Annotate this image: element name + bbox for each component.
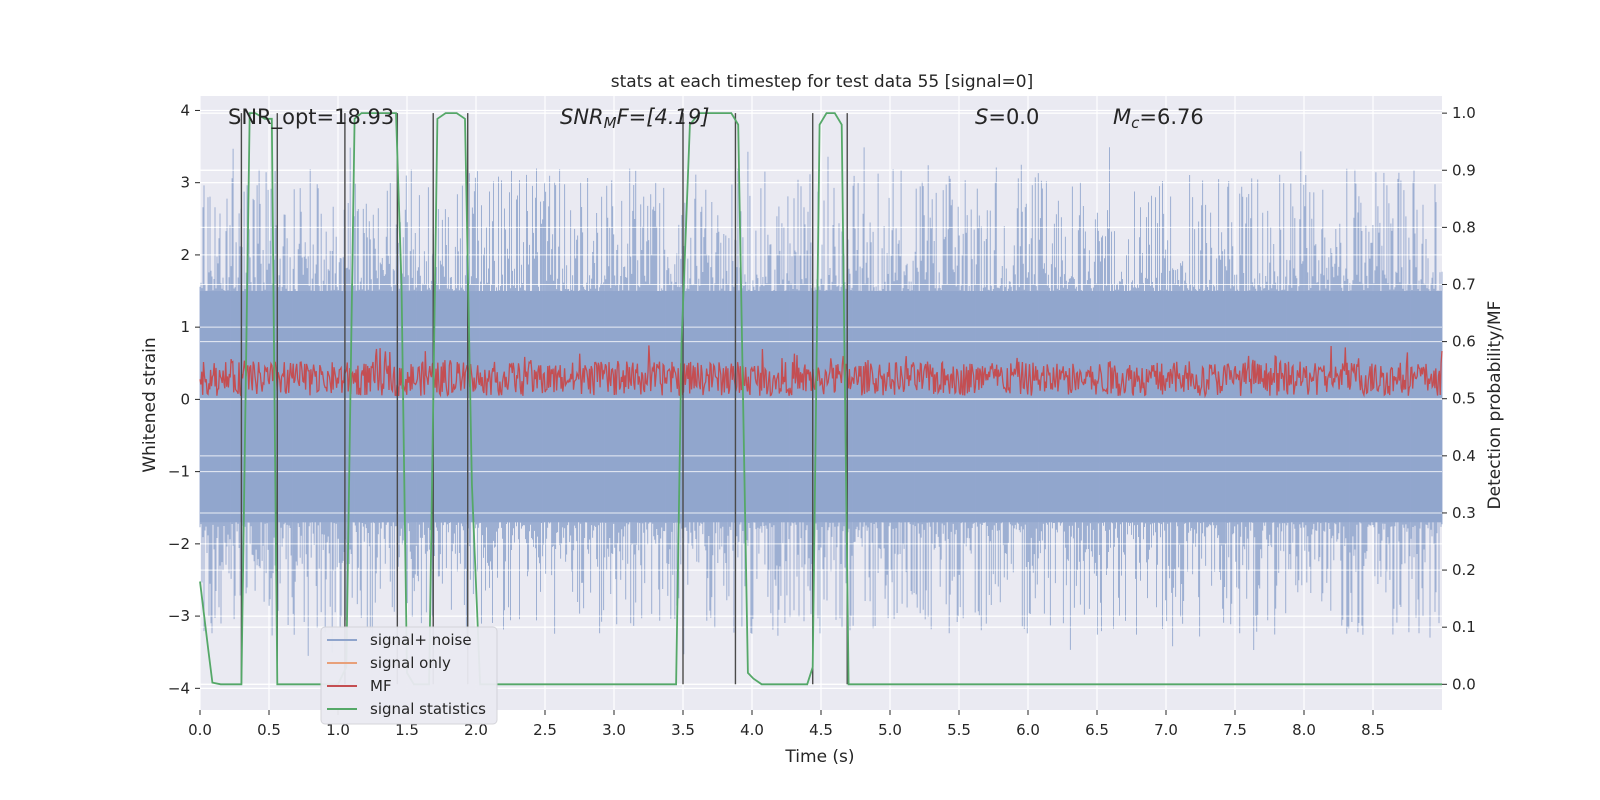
- y-right-tick-label: 0.1: [1452, 618, 1476, 636]
- legend-label-mf: MF: [370, 677, 392, 695]
- legend-label-signal-only: signal only: [370, 654, 451, 672]
- x-tick-label: 5.0: [878, 721, 902, 739]
- signal-statistics-series: [199, 112, 1442, 686]
- right-y-axis-ticks: 1.0 0.9 0.8 0.7 0.6 0.5 0.4 0.3 0.2 0.1 0.0: [1442, 104, 1476, 693]
- y-right-tick-label: 1.0: [1452, 104, 1476, 122]
- x-tick-label: 0.0: [188, 721, 212, 739]
- y-left-tick-label: −1: [168, 463, 190, 481]
- y-left-tick-label: 3: [180, 174, 190, 192]
- y-right-tick-label: 0.7: [1452, 275, 1476, 293]
- y-left-tick-label: 4: [180, 101, 190, 119]
- y-right-tick-label: 0.8: [1452, 218, 1476, 236]
- legend-box: [320, 626, 498, 725]
- left-y-axis-label: Whitened strain: [140, 337, 160, 472]
- x-tick-label: 5.5: [947, 721, 971, 739]
- signal-noise-series: [199, 109, 1443, 689]
- x-tick-label: 7.5: [1223, 721, 1247, 739]
- x-tick-label: 3.0: [602, 721, 626, 739]
- x-tick-label: 1.0: [326, 721, 350, 739]
- annotation-s: S=0.0: [975, 105, 1039, 129]
- x-axis-ticks: 0.0 0.5 1.0 1.5 2.0 2.5 3.0 3.5 4.0 4.5 5.0 5.5 6.0 6…: [188, 710, 1385, 739]
- x-tick-label: 8.5: [1361, 721, 1385, 739]
- y-left-tick-label: −3: [168, 607, 190, 625]
- y-right-tick-label: 0.3: [1452, 504, 1476, 522]
- legend: signal+ noise signal only MF signal stat…: [320, 626, 498, 725]
- x-tick-label: 4.5: [809, 721, 833, 739]
- x-tick-label: 7.0: [1154, 721, 1178, 739]
- x-tick-label: 2.5: [533, 721, 557, 739]
- y-right-tick-label: 0.4: [1452, 447, 1476, 465]
- y-left-tick-label: 0: [180, 390, 190, 408]
- y-left-tick-label: −4: [168, 679, 190, 697]
- annotation-snr-opt: SNR_opt=18.93: [228, 105, 394, 130]
- mf-series: [199, 345, 1443, 399]
- y-right-tick-label: 0.9: [1452, 161, 1476, 179]
- vertical-markers: [240, 113, 848, 685]
- right-y-axis-label: Detection probability/MF: [1485, 301, 1505, 510]
- annotation-mc: Mc=6.76: [1113, 105, 1204, 132]
- y-right-tick-label: 0.0: [1452, 675, 1476, 693]
- left-y-axis-ticks: 4 3 2 1 0 −1 −2 −3 −4: [168, 101, 200, 697]
- x-axis-label: Time (s): [784, 747, 854, 767]
- x-tick-label: 3.5: [671, 721, 695, 739]
- legend-label-signal-statistics: signal statistics: [370, 700, 486, 718]
- y-left-tick-label: 2: [180, 246, 190, 264]
- y-right-tick-label: 0.5: [1452, 390, 1476, 408]
- x-tick-label: 4.0: [740, 721, 764, 739]
- y-right-tick-label: 0.2: [1452, 561, 1476, 579]
- x-tick-label: 6.0: [1016, 721, 1040, 739]
- x-tick-label: 0.5: [257, 721, 281, 739]
- legend-label-signal-noise: signal+ noise: [370, 631, 472, 649]
- x-tick-label: 2.0: [464, 721, 488, 739]
- y-left-tick-label: −2: [168, 535, 190, 553]
- annotation-snr-mf: SNRMF=[4.19]: [560, 105, 709, 132]
- y-left-tick-label: 1: [180, 318, 190, 336]
- x-tick-label: 1.5: [395, 721, 419, 739]
- x-tick-label: 6.5: [1085, 721, 1109, 739]
- signal-statistics-line: [199, 112, 1442, 686]
- x-tick-label: 8.0: [1292, 721, 1316, 739]
- mf-line: [199, 345, 1443, 399]
- chart-title: stats at each timestep for test data 55 …: [611, 72, 1034, 92]
- y-right-tick-label: 0.6: [1452, 333, 1476, 351]
